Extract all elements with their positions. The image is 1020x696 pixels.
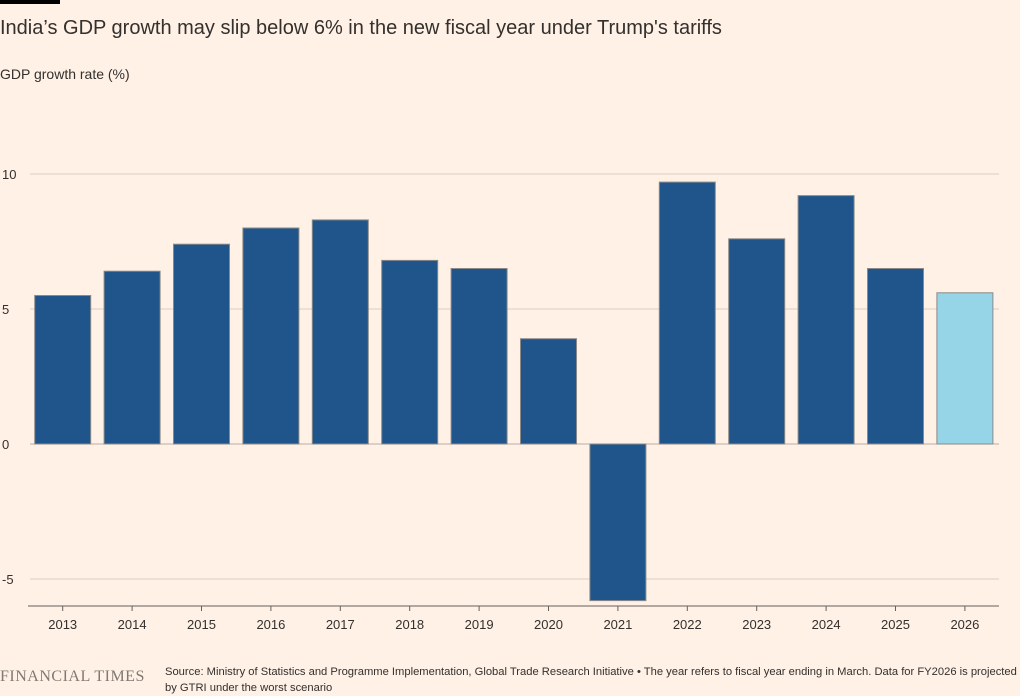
bar: [658, 181, 716, 445]
bar: [173, 243, 230, 445]
y-tick-label: -5: [2, 572, 14, 587]
x-tick-label: 2025: [881, 617, 910, 632]
x-tick-label: 2019: [465, 617, 494, 632]
source-note: Source: Ministry of Statistics and Progr…: [165, 666, 1017, 694]
chart-title: India’s GDP growth may slip below 6% in …: [0, 17, 722, 39]
brand-accent-bar: [0, 0, 60, 4]
x-tick-label: 2020: [534, 617, 563, 632]
bar: [103, 270, 161, 445]
x-tick-label: 2022: [673, 617, 702, 632]
projected-bar: [936, 292, 994, 445]
bar: [34, 295, 92, 445]
bar: [450, 268, 508, 445]
bar: [242, 227, 300, 445]
y-tick-label: 0: [2, 437, 9, 452]
y-tick-label: 10: [2, 167, 16, 182]
bar: [797, 195, 855, 445]
bar: [867, 268, 924, 445]
x-tick-label: 2016: [256, 617, 285, 632]
y-axis-label: GDP growth rate (%): [0, 66, 130, 82]
x-tick-label: 2017: [326, 617, 355, 632]
x-tick-label: 2026: [950, 617, 979, 632]
bar: [311, 219, 369, 445]
x-tick-label: 2013: [48, 617, 77, 632]
x-tick-label: 2018: [395, 617, 424, 632]
bar: [589, 443, 647, 602]
ft-logo: FINANCIAL TIMES: [0, 668, 145, 685]
y-tick-label: 5: [2, 302, 9, 317]
bar: [520, 338, 577, 445]
x-tick-label: 2023: [742, 617, 771, 632]
bar: [381, 259, 439, 445]
x-tick-label: 2021: [603, 617, 632, 632]
x-tick-label: 2014: [118, 617, 147, 632]
x-tick-label: 2024: [812, 617, 841, 632]
x-tick-label: 2015: [187, 617, 216, 632]
bar: [728, 238, 786, 445]
